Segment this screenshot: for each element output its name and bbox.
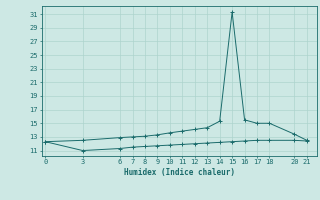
X-axis label: Humidex (Indice chaleur): Humidex (Indice chaleur) <box>124 168 235 177</box>
